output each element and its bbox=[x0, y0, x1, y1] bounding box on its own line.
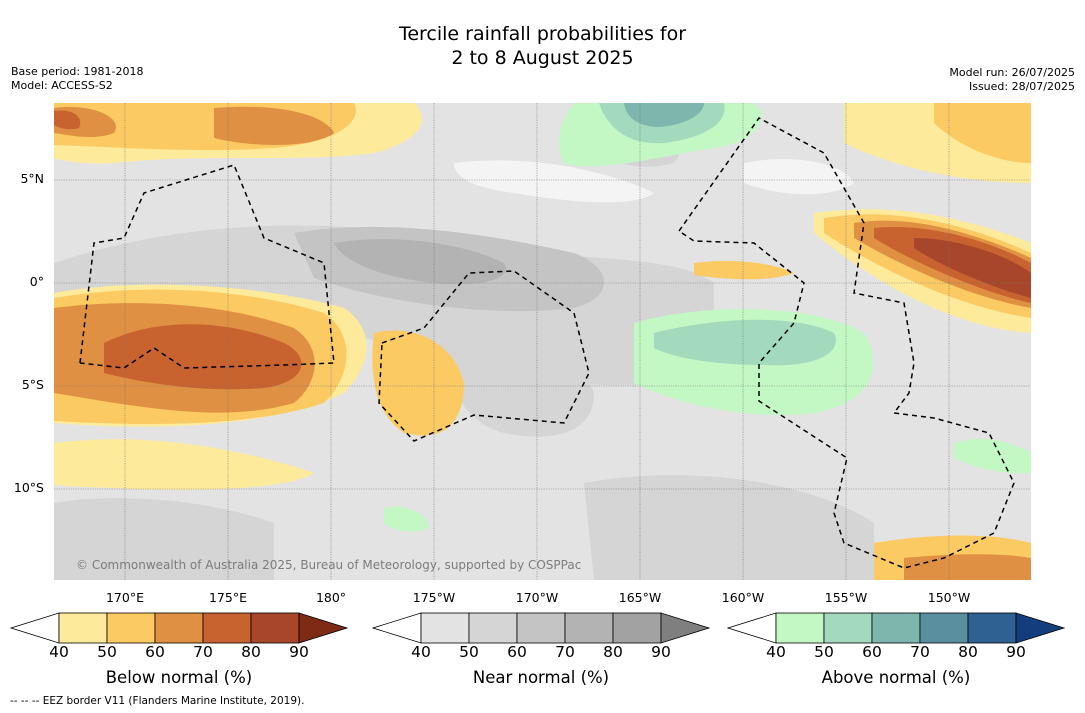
title-line-2: 2 to 8 August 2025 bbox=[451, 47, 634, 69]
lat-label-5s: 5°S bbox=[21, 377, 44, 392]
lon-label-155w: 155°W bbox=[824, 590, 868, 605]
colorbar-segment bbox=[202, 612, 252, 644]
copyright-notice: © Commonwealth of Australia 2025, Bureau… bbox=[76, 558, 582, 572]
cb-tick: 70 bbox=[910, 643, 930, 661]
lon-label-170w: 170°W bbox=[515, 590, 559, 605]
issued-date: Issued: 28/07/2025 bbox=[968, 80, 1075, 93]
cb-tick: 80 bbox=[241, 643, 261, 661]
colorbar-extend-low bbox=[372, 612, 422, 644]
cb-tick: 40 bbox=[49, 643, 69, 661]
colorbar-segment bbox=[564, 612, 614, 644]
cb-tick: 90 bbox=[289, 643, 309, 661]
colorbar-segment bbox=[468, 612, 518, 644]
colorbar-segment bbox=[154, 612, 204, 644]
cb-tick: 70 bbox=[193, 643, 213, 661]
colorbar-below-normal bbox=[10, 612, 349, 644]
colorbar-near-normal bbox=[372, 612, 711, 644]
cb-tick: 70 bbox=[555, 643, 575, 661]
lat-label-5n: 5°N bbox=[20, 171, 44, 186]
probability-map bbox=[54, 103, 1031, 580]
cb-tick: 60 bbox=[862, 643, 882, 661]
colorbar-segment bbox=[420, 612, 470, 644]
cb-tick: 60 bbox=[145, 643, 165, 661]
cb-tick: 40 bbox=[766, 643, 786, 661]
colorbar-extend-high bbox=[660, 612, 711, 644]
lon-label-150w: 150°W bbox=[927, 590, 971, 605]
cb-tick: 60 bbox=[507, 643, 527, 661]
colorbar-label-below: Below normal (%) bbox=[105, 668, 253, 687]
cb-tick: 50 bbox=[459, 643, 479, 661]
meta-left: Base period: 1981-2018 Model: ACCESS-S2 bbox=[11, 65, 143, 93]
lat-label-10s: 10°S bbox=[13, 480, 44, 495]
lat-label-0: 0° bbox=[29, 274, 44, 289]
model-run: Model run: 26/07/2025 bbox=[949, 66, 1075, 79]
cb-tick: 90 bbox=[651, 643, 671, 661]
colorbar-extend-low bbox=[727, 612, 777, 644]
colorbar-segment bbox=[871, 612, 921, 644]
cb-tick: 90 bbox=[1006, 643, 1026, 661]
colorbar-segment bbox=[516, 612, 566, 644]
eez-footnote: -- -- -- EEZ border V11 (Flanders Marine… bbox=[10, 695, 305, 707]
colorbar-segment bbox=[58, 612, 108, 644]
colorbar-segment bbox=[250, 612, 300, 644]
lon-label-165w: 165°W bbox=[618, 590, 662, 605]
colorbar-label-above: Above normal (%) bbox=[821, 668, 971, 687]
colorbar-above-normal bbox=[727, 612, 1066, 644]
base-period: Base period: 1981-2018 bbox=[11, 65, 144, 78]
colorbar-segment bbox=[919, 612, 969, 644]
colorbar-label-near: Near normal (%) bbox=[472, 668, 610, 687]
map-title: Tercile rainfall probabilities for 2 to … bbox=[0, 22, 1085, 70]
lon-label-180: 180° bbox=[315, 590, 347, 605]
lon-label-170e: 170°E bbox=[105, 590, 144, 605]
colorbar-extend-high bbox=[1015, 612, 1066, 644]
colorbar-segment bbox=[106, 612, 156, 644]
graticule bbox=[54, 103, 1031, 580]
colorbar-segment bbox=[775, 612, 825, 644]
colorbar-segment bbox=[967, 612, 1017, 644]
eez-borders bbox=[79, 117, 1015, 569]
colorbar-segment bbox=[823, 612, 873, 644]
lon-label-175e: 175°E bbox=[208, 590, 247, 605]
lon-label-175w: 175°W bbox=[412, 590, 456, 605]
colorbar-segment bbox=[612, 612, 662, 644]
shaded-field bbox=[54, 103, 1031, 580]
cb-tick: 80 bbox=[958, 643, 978, 661]
meta-right: Model run: 26/07/2025 Issued: 28/07/2025 bbox=[949, 66, 1075, 94]
cb-tick: 80 bbox=[603, 643, 623, 661]
title-line-1: Tercile rainfall probabilities for bbox=[398, 23, 687, 45]
cb-tick: 40 bbox=[411, 643, 431, 661]
colorbar-extend-low bbox=[10, 612, 60, 644]
cb-tick: 50 bbox=[97, 643, 117, 661]
cb-tick: 50 bbox=[814, 643, 834, 661]
colorbar-extend-high bbox=[298, 612, 349, 644]
model-name: Model: ACCESS-S2 bbox=[11, 79, 113, 92]
lon-label-160w: 160°W bbox=[721, 590, 765, 605]
